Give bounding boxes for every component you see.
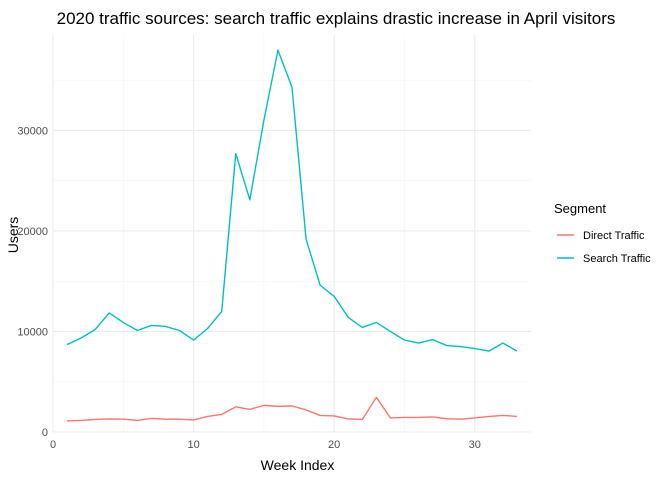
chart-title: 2020 traffic sources: search traffic exp… xyxy=(57,9,616,28)
search-traffic-line xyxy=(66,49,518,352)
y-tick-label: 20000 xyxy=(17,226,48,238)
direct-traffic-legend-label: Direct Traffic xyxy=(583,230,645,242)
legend: Segment Direct Traffic Search Traffic xyxy=(554,201,651,265)
y-tick-label: 30000 xyxy=(17,125,48,137)
x-tick-label: 0 xyxy=(50,439,56,451)
search-traffic-legend-label: Search Traffic xyxy=(583,253,651,265)
plot-grid xyxy=(52,35,531,433)
x-tick-label: 10 xyxy=(187,439,199,451)
y-tick-label: 0 xyxy=(42,427,48,439)
y-axis-title: Users xyxy=(5,217,21,254)
y-tick-label: 10000 xyxy=(17,326,48,338)
legend-title: Segment xyxy=(554,201,606,216)
x-tick-label: 30 xyxy=(469,439,481,451)
x-tick-labels: 0 10 20 30 xyxy=(50,439,481,451)
x-tick-label: 20 xyxy=(328,439,340,451)
series-lines xyxy=(66,49,518,422)
y-tick-labels: 0 10000 20000 30000 xyxy=(17,125,48,439)
legend-items: Direct Traffic Search Traffic xyxy=(557,230,651,265)
x-axis-title: Week Index xyxy=(261,457,335,473)
direct-traffic-line xyxy=(67,396,517,422)
